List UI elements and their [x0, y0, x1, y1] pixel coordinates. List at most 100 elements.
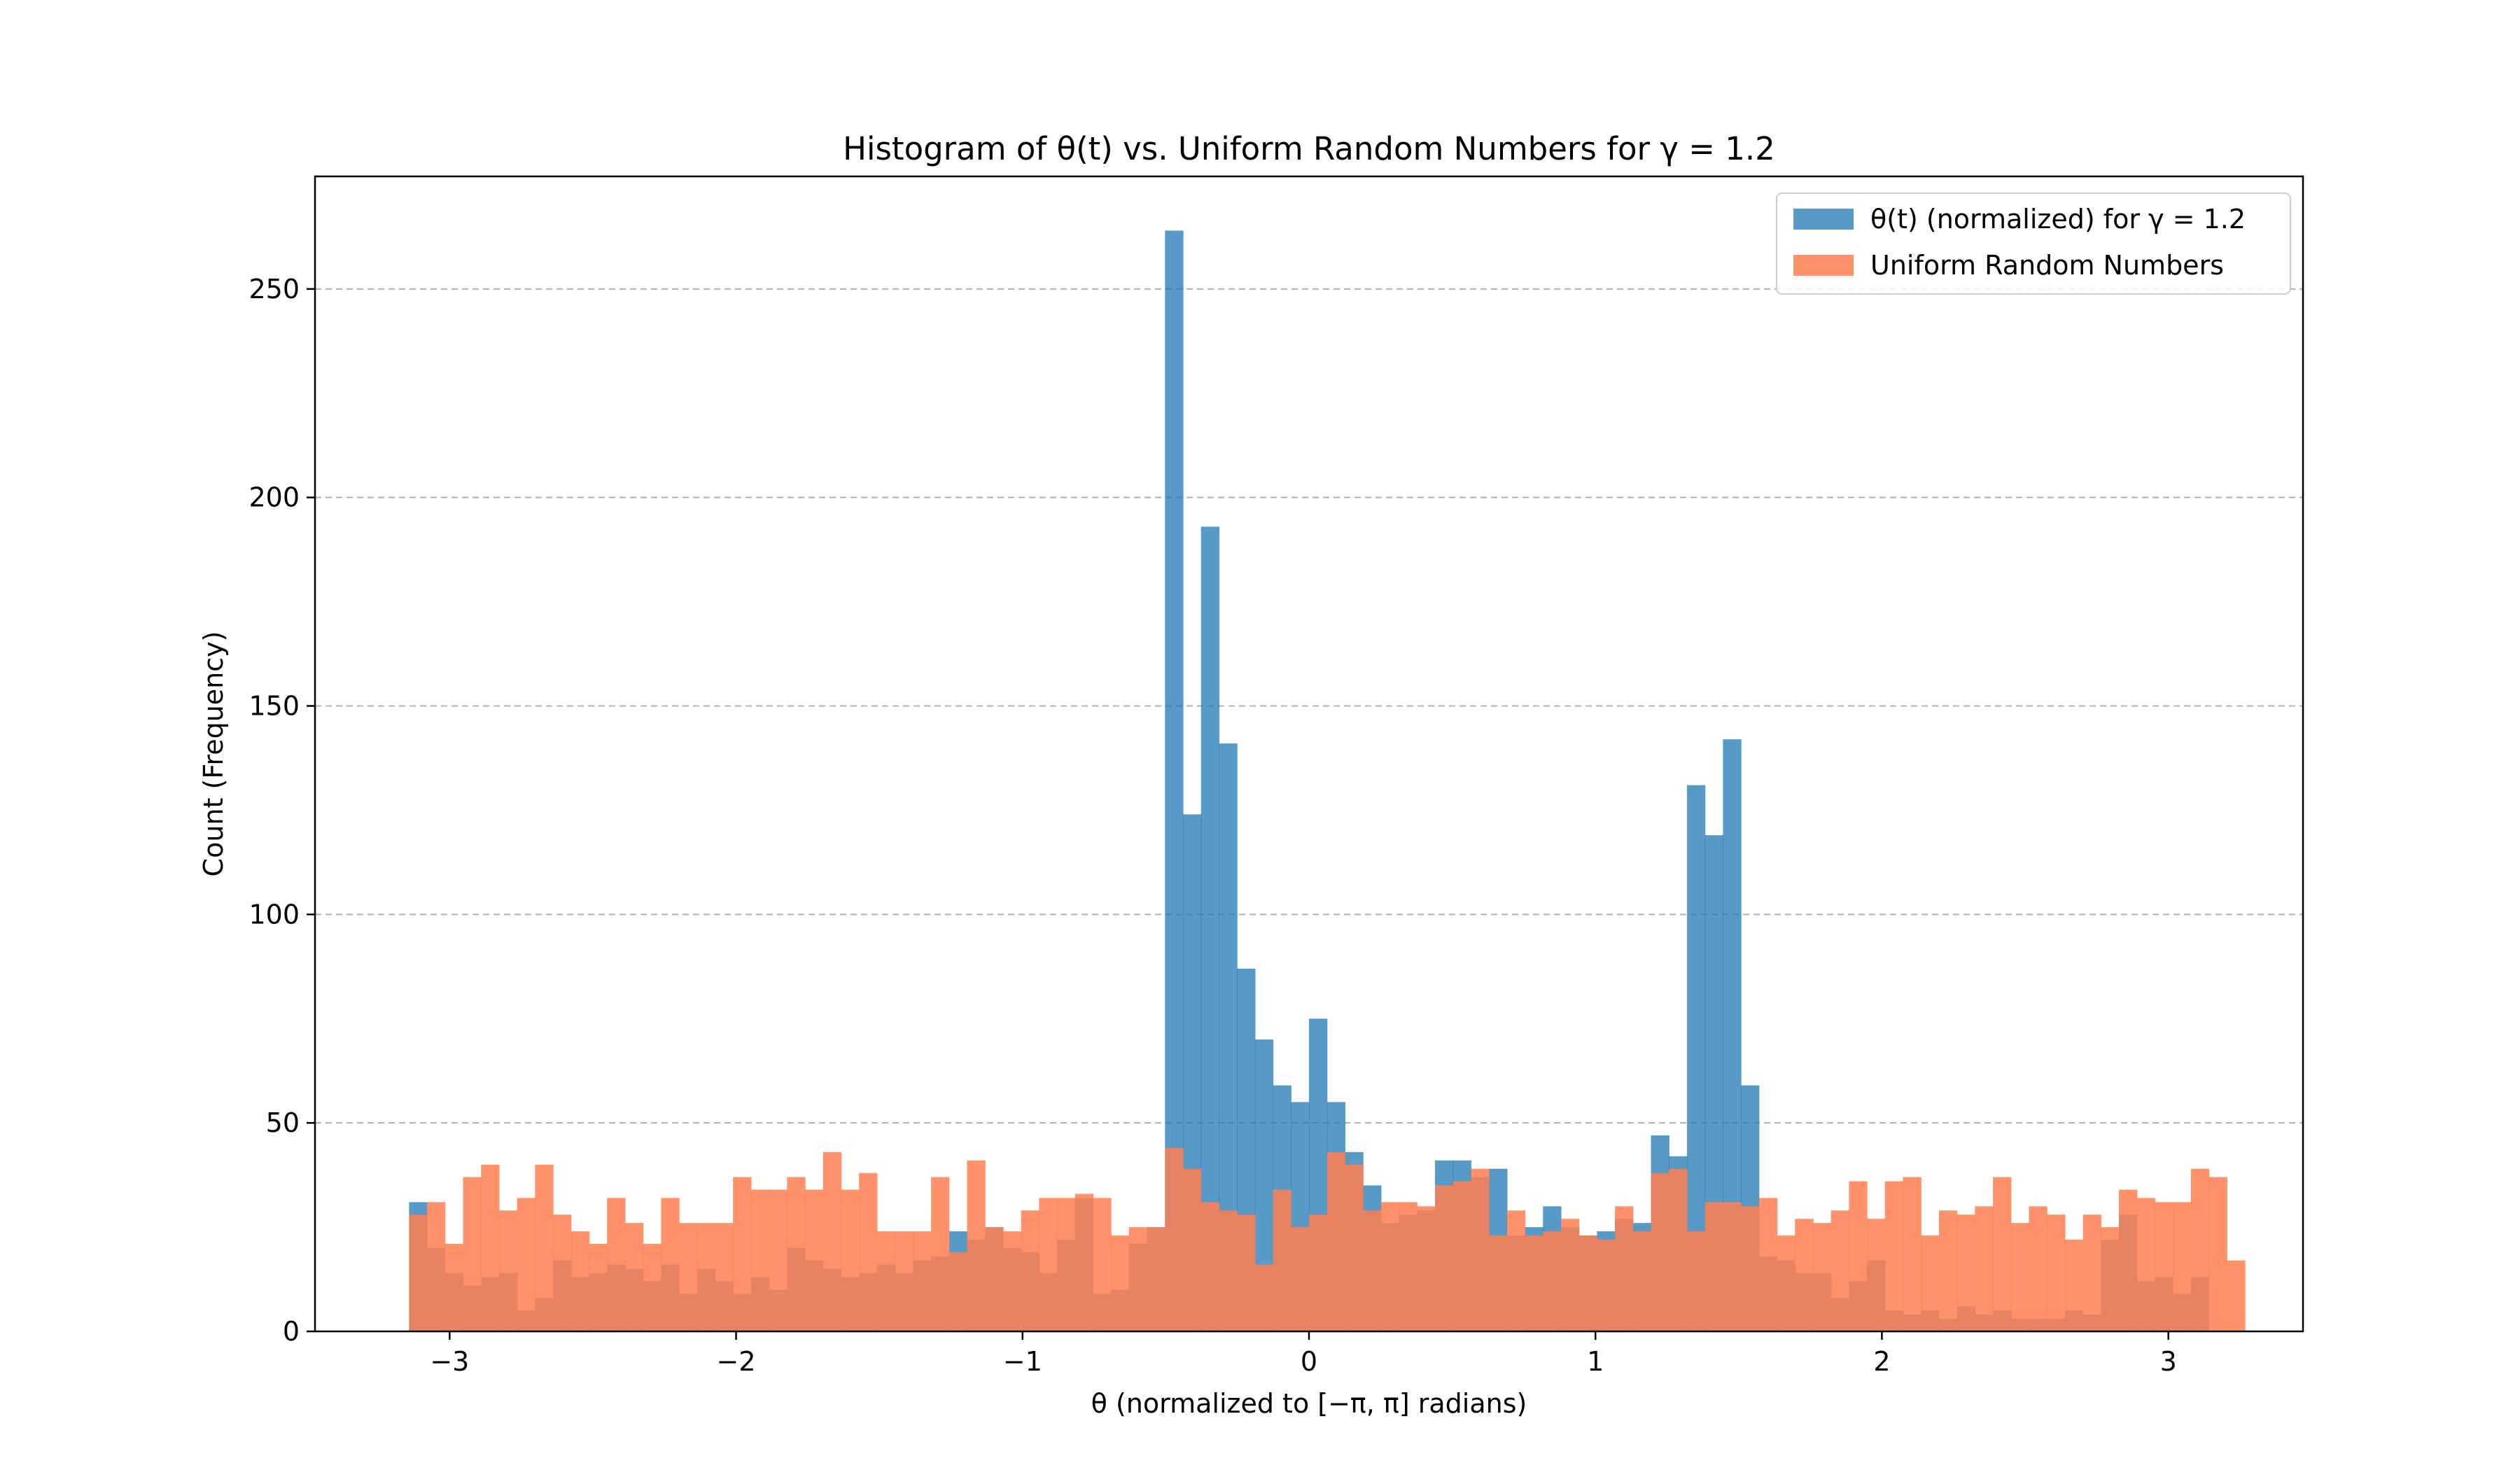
histogram-bar — [1380, 1202, 1400, 1331]
x-tick-label: 1 — [1587, 1346, 1604, 1377]
histogram-bar — [931, 1177, 950, 1331]
histogram-bar — [1452, 1181, 1472, 1331]
x-tick-label: −3 — [430, 1346, 469, 1377]
histogram-bar — [769, 1189, 788, 1331]
histogram-bar — [1704, 1202, 1723, 1331]
histogram-bar — [2082, 1214, 2101, 1331]
histogram-bar — [1200, 526, 1220, 1331]
legend-label-uniform: Uniform Random Numbers — [1870, 250, 2224, 281]
histogram-bar — [1165, 1147, 1184, 1331]
histogram-bar — [913, 1231, 932, 1331]
histogram-bar — [2173, 1202, 2192, 1331]
histogram-bar — [1867, 1219, 1886, 1331]
histogram-bar — [444, 1243, 464, 1331]
histogram-bar — [696, 1223, 716, 1331]
histogram-bar — [1615, 1206, 1634, 1331]
histogram-bar — [1651, 1172, 1670, 1331]
x-axis-label: θ (normalized to [−π, π] radians) — [1091, 1388, 1527, 1419]
histogram-bar — [787, 1177, 806, 1331]
histogram-bar — [733, 1177, 752, 1331]
histogram-bar — [895, 1231, 913, 1331]
histogram-bar — [1758, 1198, 1778, 1331]
histogram-bar — [2208, 1177, 2227, 1331]
histogram-bar — [1723, 1202, 1742, 1331]
histogram-bar — [1830, 1210, 1849, 1331]
chart-title: Histogram of θ(t) vs. Uniform Random Num… — [843, 130, 1775, 167]
histogram-bar — [1237, 1214, 1256, 1331]
histogram-bar — [1147, 1227, 1166, 1331]
y-tick-label: 100 — [248, 899, 300, 930]
histogram-bar — [589, 1243, 608, 1331]
histogram-bar — [1273, 1189, 1292, 1331]
y-tick-label: 50 — [266, 1107, 300, 1138]
histogram-bar — [1795, 1219, 1814, 1331]
histogram-bar — [2029, 1206, 2047, 1331]
histogram-bar — [1434, 1185, 1454, 1331]
histogram-bar — [1921, 1235, 1940, 1331]
histogram-bar — [679, 1223, 698, 1331]
x-tick-label: 3 — [2160, 1346, 2177, 1377]
histogram-bar — [1363, 1210, 1382, 1331]
histogram-bar — [948, 1252, 968, 1331]
histogram-bar — [643, 1243, 662, 1331]
histogram-bar — [1111, 1235, 1130, 1331]
legend-swatch-theta — [1793, 209, 1854, 230]
y-tick-label: 150 — [248, 690, 300, 721]
histogram-bar — [607, 1198, 626, 1331]
histogram-bar — [1399, 1202, 1418, 1331]
histogram-bar — [1345, 1164, 1364, 1331]
histogram-bar — [409, 1214, 428, 1331]
histogram-bar — [1183, 1168, 1202, 1331]
y-axis-ticks: 0 50 100 150 200 250 — [248, 274, 315, 1347]
histogram-bar — [750, 1189, 770, 1331]
legend-label-theta: θ(t) (normalized) for γ = 1.2 — [1870, 204, 2246, 234]
histogram-bar — [1291, 1227, 1310, 1331]
histogram-bar — [2155, 1202, 2174, 1331]
histogram-bar — [1686, 1231, 1706, 1331]
histogram-bar — [1219, 1210, 1238, 1331]
histogram-bar — [967, 1160, 986, 1331]
histogram-bar — [535, 1164, 554, 1331]
histogram-bar — [1975, 1206, 1994, 1331]
histogram-bar — [1597, 1239, 1616, 1331]
histogram-bar — [985, 1227, 1004, 1331]
histogram-bars — [409, 230, 2246, 1332]
legend-swatch-uniform — [1793, 255, 1854, 276]
x-tick-label: 0 — [1301, 1346, 1317, 1377]
histogram-bar — [1093, 1198, 1112, 1331]
histogram-bar — [1632, 1231, 1652, 1331]
histogram-bar — [1560, 1219, 1580, 1331]
histogram-bar — [2064, 1239, 2084, 1331]
histogram-bar — [570, 1231, 590, 1331]
histogram-bar — [1956, 1214, 1975, 1331]
histogram-bar — [1002, 1231, 1022, 1331]
x-axis-ticks: −3 −2 −1 0 1 2 3 — [430, 1331, 2177, 1377]
histogram-bar — [624, 1223, 644, 1331]
histogram-bar — [1543, 1231, 1562, 1331]
y-tick-label: 250 — [248, 274, 300, 304]
histogram-bar — [1849, 1181, 1868, 1331]
y-tick-label: 200 — [248, 482, 300, 513]
histogram-bar — [1741, 1206, 1760, 1331]
histogram-bar — [463, 1177, 482, 1331]
histogram-bar — [1471, 1168, 1490, 1331]
histogram-bar — [498, 1210, 518, 1331]
legend-box — [1776, 192, 2291, 295]
histogram-bar — [2119, 1189, 2138, 1331]
histogram-bar — [553, 1214, 572, 1331]
histogram-bar — [1200, 1202, 1220, 1331]
histogram-bar — [1903, 1177, 1921, 1331]
x-tick-label: −2 — [717, 1346, 756, 1377]
series-1-bars — [409, 1147, 2246, 1331]
histogram-bar — [1057, 1198, 1076, 1331]
histogram-bar — [1938, 1210, 1958, 1331]
histogram-bar — [822, 1152, 842, 1331]
histogram-bar — [1326, 1152, 1346, 1331]
y-grid — [315, 288, 2303, 1124]
legend: θ(t) (normalized) for γ = 1.2 Uniform Ra… — [1776, 192, 2291, 295]
histogram-bar — [517, 1198, 536, 1331]
x-tick-label: −1 — [1003, 1346, 1042, 1377]
histogram-bar — [1039, 1198, 1058, 1331]
histogram-bar — [876, 1231, 896, 1331]
histogram-bar — [1021, 1210, 1040, 1331]
